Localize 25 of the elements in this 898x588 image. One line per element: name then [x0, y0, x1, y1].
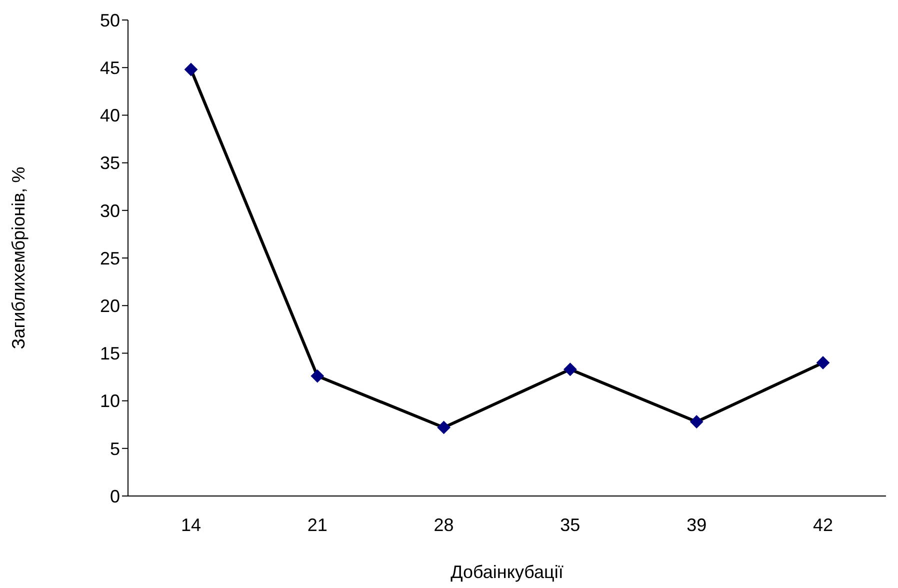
y-tick-label: 40	[100, 106, 120, 126]
point	[564, 362, 577, 376]
point	[184, 63, 198, 76]
point	[690, 415, 704, 428]
y-tick-label: 20	[100, 296, 120, 316]
x-tick-label: 14	[180, 514, 202, 535]
y-tick-label: 15	[100, 344, 120, 364]
y-tick-label: 0	[110, 486, 120, 506]
y-tick-label: 25	[100, 248, 120, 268]
x-tick-label: 21	[307, 514, 328, 535]
y-tick-label: 45	[100, 58, 120, 78]
y-tick-label: 50	[100, 10, 120, 30]
y-tick-label: 5	[110, 438, 120, 459]
y-tick-label: 35	[100, 153, 120, 174]
x-tick-label: 39	[686, 514, 707, 535]
point	[816, 356, 830, 370]
y-tick-label: 10	[100, 391, 120, 412]
y-axis-title: Загиблихембріонів, %	[8, 166, 28, 350]
point	[437, 420, 450, 434]
x-tick-label: 28	[434, 514, 454, 535]
point	[310, 370, 324, 383]
x-tick-label: 42	[812, 514, 834, 535]
x-tick-label: 35	[560, 514, 580, 535]
y-tick-label: 30	[100, 200, 120, 221]
x-axis-title: Добаінкубації	[450, 562, 564, 582]
